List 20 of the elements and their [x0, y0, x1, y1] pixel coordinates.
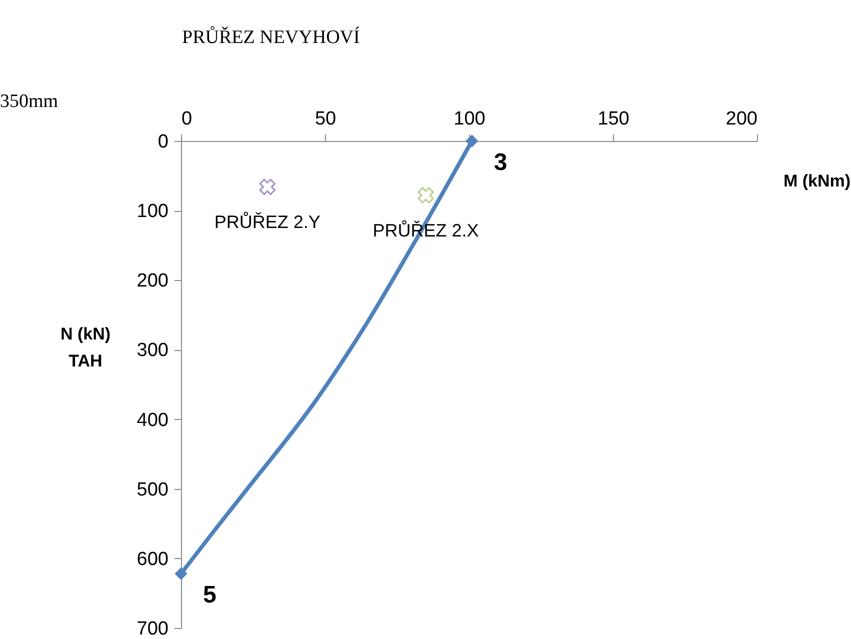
- y-tick-label: 700: [136, 618, 168, 639]
- y-tick-label: 400: [136, 410, 168, 431]
- x-tick-label: 200: [726, 108, 758, 130]
- y-tick-label: 500: [136, 479, 168, 500]
- annotation: 5: [203, 582, 216, 609]
- y-tick-label: 200: [136, 270, 168, 292]
- text: 350mm: [0, 91, 58, 113]
- series-label: PRŮŘEZ 2.Y: [214, 210, 320, 232]
- chart-title: PRŮŘEZ NEVYHOVÍ: [182, 27, 360, 49]
- y-tick-label: 600: [136, 548, 168, 570]
- y-tick-label: 0: [158, 132, 168, 152]
- x-tick-label: 100: [454, 108, 486, 130]
- y-tick-label: 300: [136, 340, 168, 362]
- y-tick-label: 100: [136, 201, 168, 222]
- x-tick-label: 150: [598, 108, 630, 130]
- y-axis-title: N (kN) TAH: [60, 324, 111, 370]
- x-axis-title: M (kNm): [783, 172, 850, 190]
- annotation: 3: [494, 149, 508, 176]
- x-tick-label: 50: [314, 108, 336, 130]
- x-tick-label: 0: [182, 108, 192, 130]
